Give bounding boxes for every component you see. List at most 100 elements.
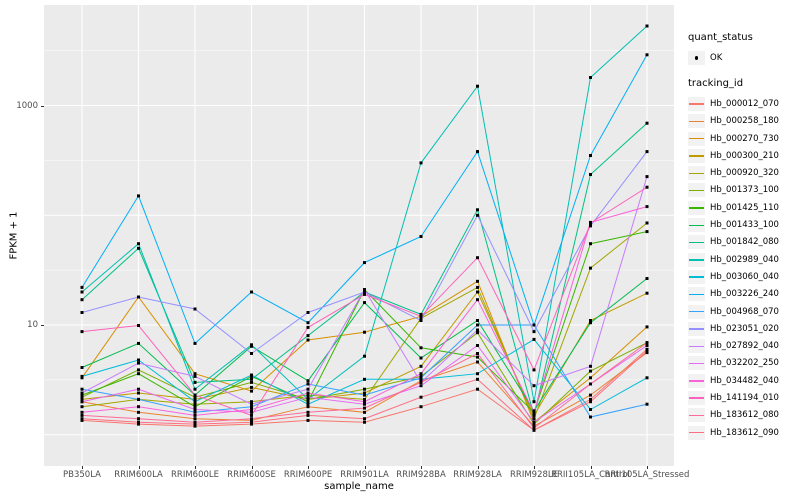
data-point — [419, 316, 423, 320]
data-point — [137, 368, 140, 372]
data-point — [476, 285, 479, 289]
data-point — [250, 352, 253, 355]
data-point — [80, 387, 84, 391]
data-point — [193, 372, 197, 376]
legend-item-label: Hb_000300_210 — [710, 150, 779, 161]
x-tick-mark — [477, 466, 479, 469]
data-point — [137, 295, 140, 299]
legend-key-box — [688, 304, 705, 319]
data-point — [137, 405, 140, 409]
legend-key-line-icon — [689, 432, 704, 434]
x-tick-label: RRIM928LE — [510, 470, 558, 480]
legend-item: Hb_000920_320 — [688, 164, 798, 181]
data-point — [137, 358, 140, 362]
data-point — [645, 24, 649, 28]
data-point — [645, 175, 649, 179]
x-tick-label: RRIM928LA — [453, 470, 502, 480]
data-point — [306, 405, 310, 409]
data-point — [137, 194, 140, 198]
data-point — [645, 53, 649, 57]
data-point — [306, 400, 310, 404]
data-point — [137, 361, 140, 365]
legend-key-box — [688, 50, 705, 65]
data-point — [363, 301, 366, 305]
x-tick-mark — [364, 466, 366, 469]
legend-item-label: Hb_000012_070 — [710, 98, 779, 109]
data-point — [250, 377, 253, 381]
data-point — [476, 355, 479, 359]
legend-key-box — [688, 114, 705, 129]
data-point — [137, 246, 140, 250]
y-tick-label: 1000 — [16, 100, 38, 111]
data-point — [589, 76, 592, 79]
data-point — [419, 161, 423, 165]
x-tick-label: RRIM600SE — [227, 470, 276, 480]
data-point — [645, 344, 649, 347]
legend-key-box — [688, 218, 705, 233]
data-point — [589, 242, 592, 246]
data-point — [306, 379, 310, 383]
data-point — [250, 373, 253, 377]
data-point — [476, 387, 479, 391]
y-tick-mark — [41, 105, 44, 107]
x-tick-label: RRII105LA_Control — [551, 470, 630, 480]
data-point — [532, 330, 536, 334]
legend-key-line-icon — [689, 138, 704, 140]
legend-item-label: Hb_183612_090 — [710, 427, 779, 438]
legend-item-label: Hb_034482_040 — [710, 375, 779, 386]
y-tick-label: 10 — [27, 320, 38, 330]
data-point — [306, 397, 310, 401]
data-point — [645, 230, 649, 234]
x-tick-mark — [590, 466, 592, 469]
plot-panel — [44, 5, 674, 466]
legend-title-tracking-id: tracking_id — [688, 78, 744, 90]
data-point — [80, 418, 84, 422]
data-point — [80, 330, 84, 334]
data-point — [193, 393, 197, 397]
data-point — [589, 173, 592, 176]
legend-tracking-section: tracking_id Hb_000012_070 Hb_000258_180 Hb… — [688, 78, 798, 441]
data-point — [645, 277, 649, 280]
data-point — [589, 376, 592, 380]
x-tick-mark — [308, 466, 309, 469]
data-point — [589, 400, 592, 404]
data-point — [532, 384, 536, 388]
data-point — [645, 205, 649, 209]
legend-key-line-icon — [689, 293, 704, 296]
data-point — [306, 391, 310, 395]
data-point — [193, 400, 197, 404]
legend-item-label: Hb_003060_040 — [710, 271, 779, 282]
x-tick-mark — [421, 466, 422, 469]
data-point — [645, 185, 649, 189]
data-point — [419, 356, 423, 360]
legend-key-line-icon — [689, 259, 704, 261]
data-point — [589, 397, 592, 401]
data-point — [363, 261, 366, 265]
legend-key-box — [688, 339, 705, 354]
data-point — [589, 221, 592, 225]
data-point — [363, 288, 366, 292]
data-point — [306, 413, 310, 417]
data-point — [645, 325, 649, 329]
data-point — [193, 422, 197, 426]
legend-item-label: Hb_001373_100 — [710, 185, 779, 196]
data-point — [306, 325, 310, 329]
data-point — [80, 400, 84, 404]
data-point — [419, 364, 423, 368]
legend: quant_status OK tracking_id Hb_000012_07… — [688, 32, 798, 441]
data-point — [476, 352, 479, 355]
data-point — [419, 319, 423, 322]
x-tick-label: RRIM901LA — [340, 470, 389, 480]
data-point — [306, 311, 310, 314]
data-point — [363, 402, 366, 406]
legend-item-label: Hb_141194_010 — [710, 392, 779, 403]
data-point — [645, 402, 649, 406]
data-point — [476, 213, 479, 217]
data-point — [363, 406, 366, 410]
data-point — [589, 224, 592, 228]
legend-key-box — [688, 356, 705, 371]
data-point — [306, 334, 310, 338]
data-point — [363, 397, 366, 401]
data-point — [80, 391, 84, 395]
